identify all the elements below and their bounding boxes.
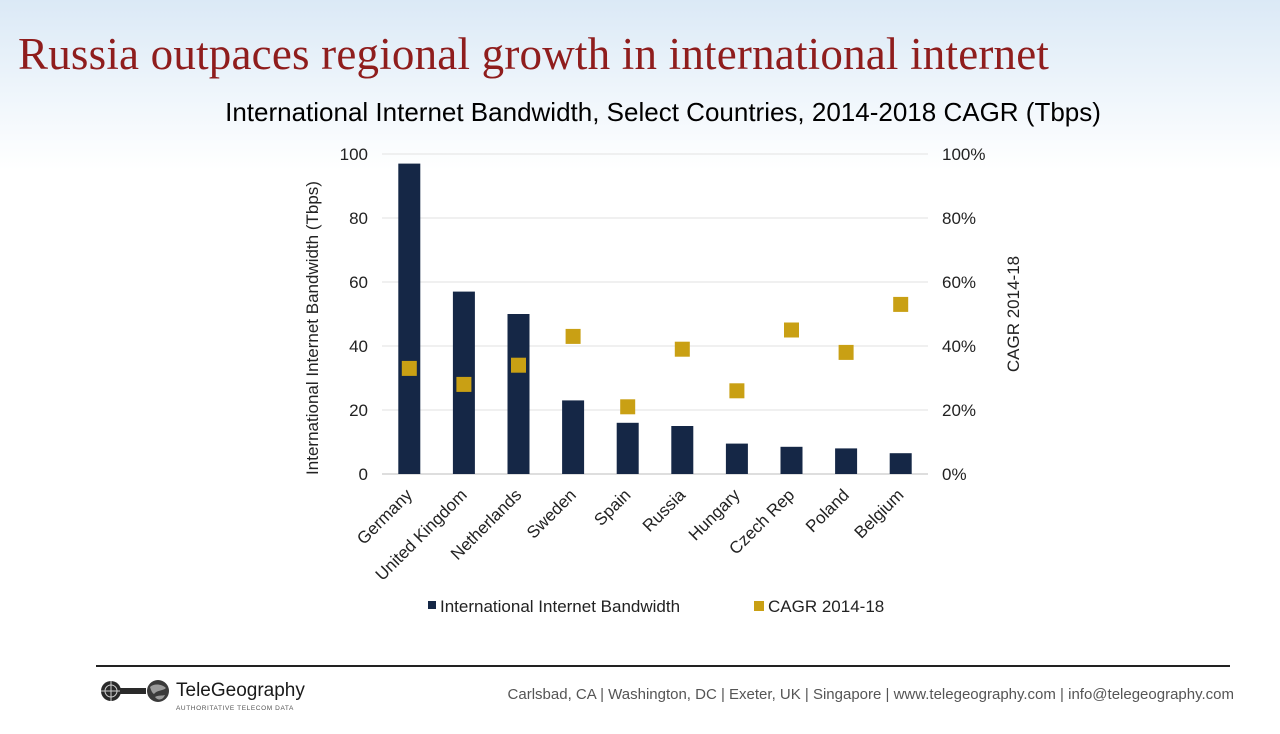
bar [835,448,858,474]
y-tick-label: 80 [349,209,368,228]
globe-cable-icon [101,680,169,702]
chart-title: International Internet Bandwidth, Select… [225,97,1101,127]
legend-swatch-bandwidth [428,601,436,609]
bar [671,426,694,474]
y2-tick-label: 100% [942,145,985,164]
bar [562,400,585,474]
legend-label-cagr: CAGR 2014-18 [768,597,884,616]
footer-divider [96,665,1230,667]
bar [507,314,530,474]
y-tick-label: 40 [349,337,368,356]
cagr-point [674,341,690,357]
y2-axis-title: CAGR 2014-18 [1004,256,1023,372]
y-tick-label: 60 [349,273,368,292]
telegeography-logo: TeleGeography AUTHORITATIVE TELECOM DATA [100,678,330,718]
x-tick-label: Russia [639,485,690,536]
bar [616,422,639,474]
cagr-point [838,344,854,360]
x-tick-label: Belgium [851,485,908,542]
y2-tick-label: 20% [942,401,976,420]
x-tick-label: Spain [590,485,634,529]
y-axis-title: International Internet Bandwidth (Tbps) [303,181,322,475]
cagr-point [784,322,799,338]
bar [398,163,421,474]
cagr-point [401,360,417,376]
legend-label-bandwidth: International Internet Bandwidth [440,597,680,616]
bar [780,446,803,474]
brand-tagline: AUTHORITATIVE TELECOM DATA [176,705,294,712]
legend-swatch-cagr [754,601,764,611]
cagr-point [893,296,909,312]
brand-name: TeleGeography [176,680,305,701]
bar [889,453,912,474]
x-tick-label: Sweden [523,485,580,542]
x-tick-label: Poland [802,485,853,536]
cagr-point [729,383,745,399]
y2-tick-label: 60% [942,273,976,292]
footer-contact: Carlsbad, CA | Washington, DC | Exeter, … [507,686,1234,703]
y-tick-label: 0 [359,465,368,484]
bar [725,443,748,474]
cagr-point [620,399,636,415]
cagr-point [456,376,472,392]
y-tick-label: 20 [349,401,368,420]
y-tick-label: 100 [340,145,368,164]
cagr-point [565,328,581,344]
y2-tick-label: 40% [942,337,976,356]
slide-headline: Russia outpaces regional growth in inter… [18,29,1050,79]
bandwidth-chart: 0 20 40 60 80 100 0% 20% 40% 60% 80% 100% Internatio… [303,145,1023,616]
cagr-point [511,357,526,373]
y2-tick-label: 80% [942,209,976,228]
y2-tick-label: 0% [942,465,967,484]
